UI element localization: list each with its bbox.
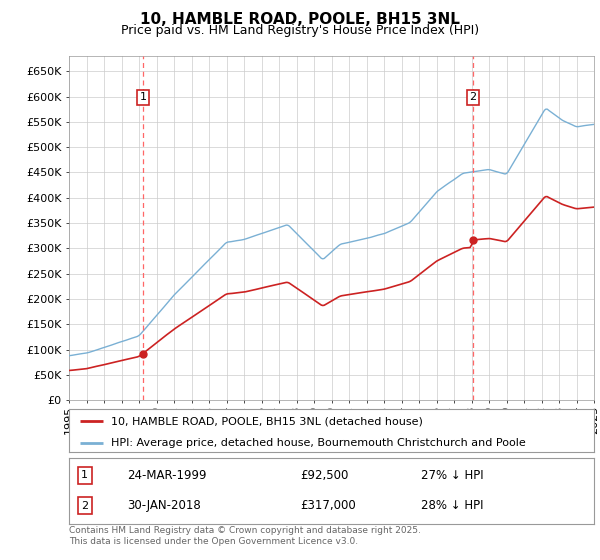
Text: £92,500: £92,500	[300, 469, 349, 482]
Text: 1: 1	[140, 92, 146, 102]
Text: 30-JAN-2018: 30-JAN-2018	[127, 500, 200, 512]
Text: £317,000: £317,000	[300, 500, 356, 512]
Text: Contains HM Land Registry data © Crown copyright and database right 2025.
This d: Contains HM Land Registry data © Crown c…	[69, 526, 421, 546]
Text: 28% ↓ HPI: 28% ↓ HPI	[421, 500, 483, 512]
Text: 2: 2	[81, 501, 88, 511]
Text: 1: 1	[81, 470, 88, 480]
Text: 2: 2	[469, 92, 476, 102]
Text: 10, HAMBLE ROAD, POOLE, BH15 3NL (detached house): 10, HAMBLE ROAD, POOLE, BH15 3NL (detach…	[111, 416, 423, 426]
Text: 27% ↓ HPI: 27% ↓ HPI	[421, 469, 484, 482]
Text: Price paid vs. HM Land Registry's House Price Index (HPI): Price paid vs. HM Land Registry's House …	[121, 24, 479, 37]
Text: 24-MAR-1999: 24-MAR-1999	[127, 469, 206, 482]
Text: 10, HAMBLE ROAD, POOLE, BH15 3NL: 10, HAMBLE ROAD, POOLE, BH15 3NL	[140, 12, 460, 27]
Text: HPI: Average price, detached house, Bournemouth Christchurch and Poole: HPI: Average price, detached house, Bour…	[111, 438, 526, 448]
